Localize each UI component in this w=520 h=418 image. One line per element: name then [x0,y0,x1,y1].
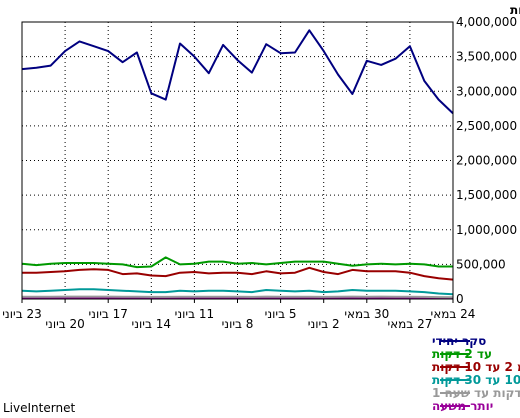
x-tick-label: 5 ביוני [265,307,297,321]
x-tick-label: 11 ביוני [175,307,214,321]
y-tick-label: 500,000 [456,257,506,271]
legend-label: יותר משעה [432,399,493,413]
series-line [21,288,454,296]
y-axis-title: כמות [510,3,520,17]
axes: 4,000,000 3,500,000 3,000,000 2,500,000 2,00… [2,15,517,331]
x-tick-label: 2 ביוני [308,317,340,331]
x-tick-label: 17 ביוני [88,307,127,321]
series-line [22,266,454,281]
y-tick-label: 1,500,000 [456,188,517,202]
legend-label: מ 30 דקות עד שעה 1 [432,386,520,400]
legend-label: מ 10 עד 30 דקות [432,373,520,387]
x-tick-label: 27 במאי [387,317,432,331]
series-line [21,29,454,115]
grid [22,22,453,299]
x-tick-label: 30 במאי [344,307,389,321]
y-tick-label: 3,000,000 [456,84,517,98]
legend-label: מ 2 עד 10 דקות [432,360,520,374]
x-tick-label: 20 ביוני [45,317,84,331]
y-tick-label: 3,500,000 [456,50,517,64]
y-tick-label: 1,000,000 [456,223,517,237]
series-line [21,256,453,269]
x-tick-label: 24 במאי [431,307,476,321]
legend-label: עד 2 דקות [432,347,492,361]
brand-label: LiveInternet [3,401,75,415]
y-tick-label: 0 [456,292,464,306]
x-tick-label: 14 ביוני [132,317,171,331]
series-lines [21,29,454,300]
x-tick-label: 23 ביוני [2,307,41,321]
y-tick-label: 4,000,000 [456,15,517,29]
legend-label: סקר יחידי [432,334,486,348]
y-tick-label: 2,500,000 [456,119,517,133]
x-tick-label: 8 ביוני [222,317,254,331]
y-tick-label: 2,000,000 [456,154,517,168]
series-line [21,295,454,299]
